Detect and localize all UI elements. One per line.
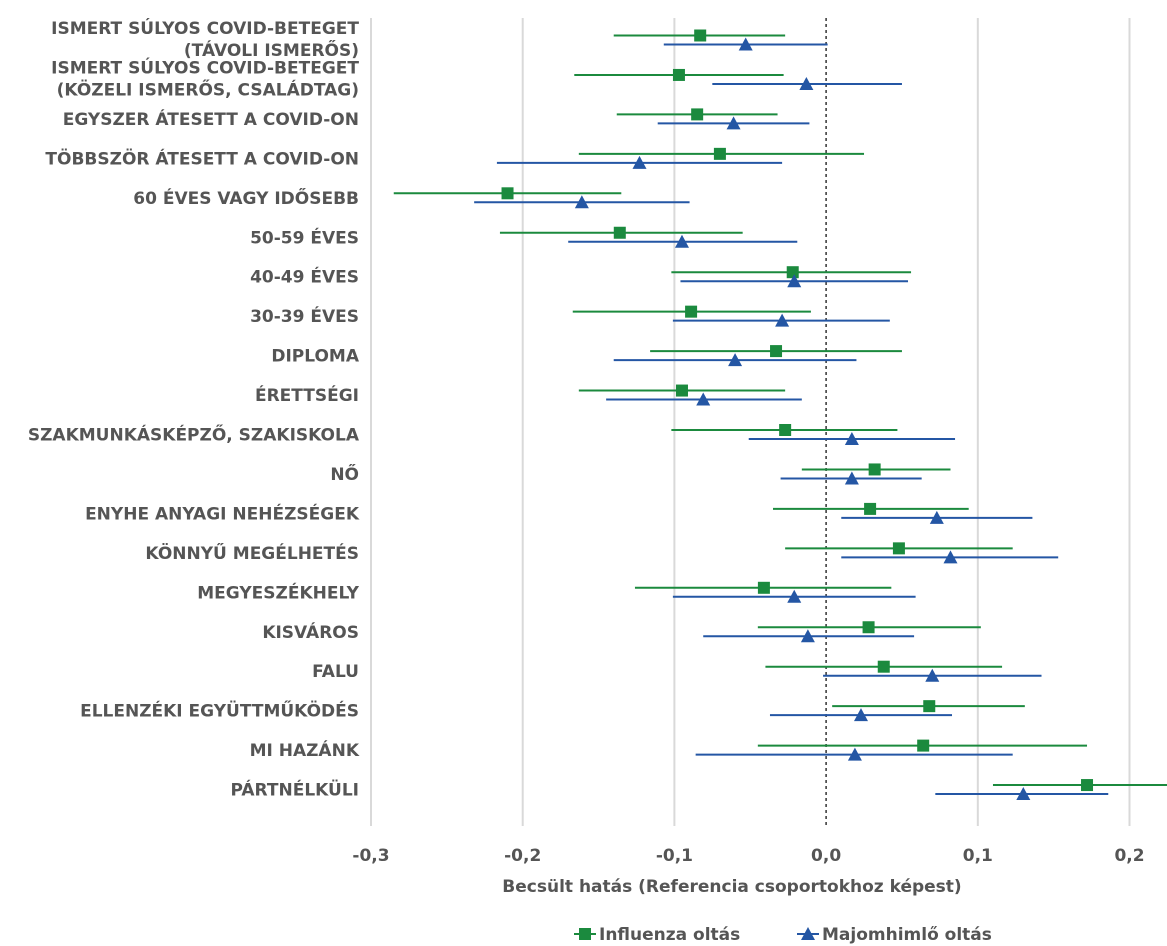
grid-lines bbox=[370, 18, 1131, 826]
x-axis-title: Becsült hatás (Referencia csoportokhoz k… bbox=[502, 877, 961, 897]
row-label: NŐ bbox=[330, 463, 359, 485]
estimate-square bbox=[672, 68, 685, 81]
legend-label: Influenza oltás bbox=[599, 925, 740, 945]
estimate-square bbox=[877, 660, 890, 673]
row-label: 50-59 ÉVES bbox=[250, 226, 359, 248]
row-label: MI HAZÁNK bbox=[250, 739, 360, 761]
estimate-triangle bbox=[787, 589, 802, 603]
estimate-triangle bbox=[738, 37, 753, 51]
estimate-square bbox=[923, 700, 936, 713]
x-tick-label: -0,2 bbox=[504, 846, 541, 866]
estimate-triangle bbox=[853, 708, 868, 722]
row-label: EGYSZER ÁTESETT A COVID-ON bbox=[63, 108, 359, 130]
estimate-triangle bbox=[728, 353, 743, 367]
row-label: (KÖZELI ISMERŐS, CSALÁDTAG) bbox=[57, 78, 359, 100]
estimate-square bbox=[770, 345, 783, 358]
row-label: KÖNNYŰ MEGÉLHETÉS bbox=[145, 542, 359, 564]
row-label: MEGYESZÉKHELY bbox=[197, 581, 359, 603]
row-label: PÁRTNÉLKÜLI bbox=[231, 779, 360, 801]
estimate-triangle bbox=[674, 234, 689, 248]
estimate-triangle bbox=[799, 76, 814, 90]
row-labels: ISMERT SÚLYOS COVID-BETEGET(TÁVOLI ISMER… bbox=[28, 17, 360, 801]
estimate-square bbox=[691, 108, 704, 121]
estimate-square bbox=[713, 147, 726, 160]
estimate-square bbox=[864, 502, 877, 515]
estimate-square bbox=[862, 621, 875, 634]
row-label: KISVÁROS bbox=[262, 621, 359, 643]
legend: Influenza oltás Majomhimlő oltás bbox=[574, 925, 992, 945]
estimate-triangle bbox=[1016, 787, 1031, 801]
x-tick-label: -0,3 bbox=[352, 846, 389, 866]
estimate-triangle bbox=[929, 510, 944, 524]
row-label: 30-39 ÉVES bbox=[250, 305, 359, 327]
estimate-triangle bbox=[696, 392, 711, 406]
legend-swatch-triangle bbox=[801, 927, 815, 940]
estimate-triangle bbox=[800, 629, 815, 643]
row-label: FALU bbox=[312, 662, 359, 682]
estimate-square bbox=[786, 266, 799, 279]
row-label: ENYHE ANYAGI NEHÉZSÉGEK bbox=[85, 502, 360, 524]
x-tick-label: 0,0 bbox=[811, 846, 841, 866]
estimate-triangle bbox=[632, 155, 647, 169]
estimate-triangle bbox=[574, 195, 589, 209]
row-label: ELLENZÉKI EGYÜTTMŰKÖDÉS bbox=[80, 700, 359, 722]
estimate-triangle bbox=[775, 313, 790, 327]
estimate-square bbox=[757, 581, 770, 594]
estimate-square bbox=[694, 29, 707, 42]
row-label: ISMERT SÚLYOS COVID-BETEGET bbox=[51, 17, 359, 39]
x-tick-label: 0,2 bbox=[1114, 846, 1144, 866]
row-label: SZAKMUNKÁSKÉPZŐ, SZAKISKOLA bbox=[28, 424, 360, 446]
estimate-triangle bbox=[787, 274, 802, 288]
estimate-square bbox=[1081, 779, 1094, 792]
x-tick-label: 0,1 bbox=[963, 846, 993, 866]
row-label: ÉRETTSÉGI bbox=[255, 384, 359, 406]
estimate-triangle bbox=[844, 432, 859, 445]
row-label: (TÁVOLI ISMERŐS) bbox=[184, 39, 359, 61]
row-label: ISMERT SÚLYOS COVID-BETEGET bbox=[51, 56, 359, 78]
estimate-square bbox=[613, 226, 626, 239]
legend-label: Majomhimlő oltás bbox=[822, 925, 992, 945]
row-label: DIPLOMA bbox=[271, 347, 359, 367]
estimate-square bbox=[917, 739, 930, 752]
x-axis-ticks: -0,3 -0,2 -0,1 0,0 0,1 0,2 bbox=[352, 846, 1144, 866]
estimate-triangle bbox=[943, 550, 958, 564]
estimate-triangle bbox=[726, 116, 741, 130]
estimate-square bbox=[501, 187, 514, 200]
estimate-triangle bbox=[847, 747, 862, 761]
estimate-square bbox=[779, 424, 792, 436]
estimate-square bbox=[675, 384, 688, 397]
estimate-square bbox=[892, 542, 905, 555]
row-label: 40-49 ÉVES bbox=[250, 266, 359, 288]
row-label: TÖBBSZÖR ÁTESETT A COVID-ON bbox=[45, 147, 359, 169]
x-tick-label: -0,1 bbox=[656, 846, 693, 866]
row-label: 60 ÉVES VAGY IDŐSEBB bbox=[133, 187, 359, 209]
estimate-triangle bbox=[844, 471, 859, 485]
estimate-square bbox=[685, 305, 698, 318]
estimate-triangle bbox=[925, 668, 940, 682]
chart-marks bbox=[393, 29, 1167, 801]
legend-swatch-square bbox=[579, 928, 591, 940]
estimate-square bbox=[868, 463, 881, 476]
